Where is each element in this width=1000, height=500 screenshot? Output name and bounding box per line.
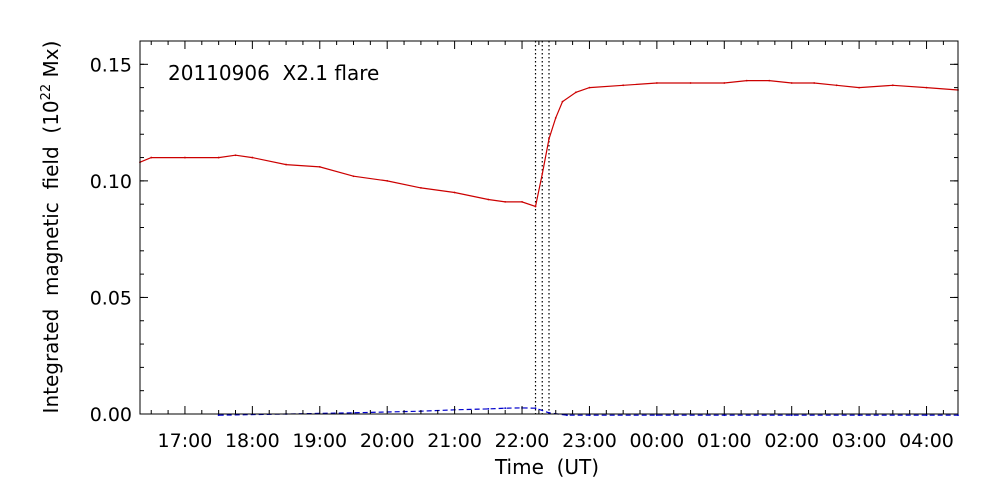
flare-time-markers [534,41,550,414]
data-point-red [768,79,771,82]
data-point-red [521,200,523,203]
tick-labels: 0.00 0.05 0.10 0.15 17:00 18:00 19:00 20:00 21:0… [90,54,954,452]
data-point-blue [790,414,793,417]
data-point-red [251,156,254,159]
data-point-blue [487,407,490,410]
data-point-blue [504,407,507,410]
data-point-red [150,156,153,159]
x-tick-label: 21:00 [427,430,482,452]
y-axis-label: Integrated magnetic field (1022 Mx) [39,41,63,414]
data-point-red [534,205,537,208]
data-point-red [622,84,625,87]
data-point-blue [957,414,959,417]
y-tick-label: 0.00 [90,404,132,426]
x-tick-label: 23:00 [562,430,617,452]
data-point-red [554,117,557,119]
data-point-red [891,84,894,87]
data-point-blue [588,414,591,417]
data-point-red [217,156,220,159]
data-point-red [453,191,456,194]
x-tick-label: 18:00 [225,430,280,452]
data-point-red [723,82,726,84]
y-axis-label-unit: Mx) [39,41,63,84]
x-axis-label: Time (UT) [494,455,599,479]
data-point-red [285,163,287,166]
data-point-blue [655,414,658,417]
x-tick-label: 22:00 [495,430,550,452]
y-tick-label: 0.10 [90,171,132,193]
data-point-red [790,82,793,84]
data-point-red [504,200,507,203]
x-tick-label: 01:00 [697,430,752,452]
data-point-red [813,82,816,84]
data-point-red [561,100,564,103]
x-tick-label: 20:00 [360,430,415,452]
y-tick-label: 0.05 [90,287,132,309]
series-line-blue [218,407,958,416]
data-point-red [487,198,490,201]
x-tick-label: 04:00 [899,430,954,452]
chart-annotation: 20110906 X2.1 flare [168,61,379,85]
x-tick-label: 17:00 [158,430,213,452]
data-point-red [318,165,321,168]
data-point-red [835,84,838,87]
data-point-red [352,175,355,178]
data-point-red [588,86,591,89]
data-point-blue [925,414,928,417]
y-axis-label-main: Integrated magnetic field (10 [39,100,63,413]
data-point-red [184,156,186,159]
y-axis-label-exponent: 22 [39,84,54,101]
x-tick-label: 19:00 [292,430,347,452]
data-point-red [925,86,928,89]
x-tick-label: 03:00 [832,430,887,452]
y-tick-label: 0.15 [90,54,132,76]
data-point-blue [548,411,550,414]
data-point-red [858,86,861,89]
axis-ticks [140,41,958,415]
data-point-red [655,82,658,84]
data-point-red [548,138,550,140]
data-point-red [689,82,692,84]
data-point-blue [723,414,726,417]
data-point-red [420,186,422,189]
data-point-blue [534,407,537,410]
data-point-blue [217,414,220,417]
series-line-red [139,79,959,208]
data-point-red [745,79,748,82]
data-point-red [234,154,237,157]
data-point-red [386,179,389,182]
data-point-red [541,172,544,175]
data-point-blue [566,414,568,417]
x-tick-label: 00:00 [629,430,684,452]
x-tick-label: 02:00 [764,430,819,452]
data-point-red [575,91,577,94]
data-point-blue [858,414,861,417]
series-lines [139,79,959,417]
plot-frame [139,40,959,415]
